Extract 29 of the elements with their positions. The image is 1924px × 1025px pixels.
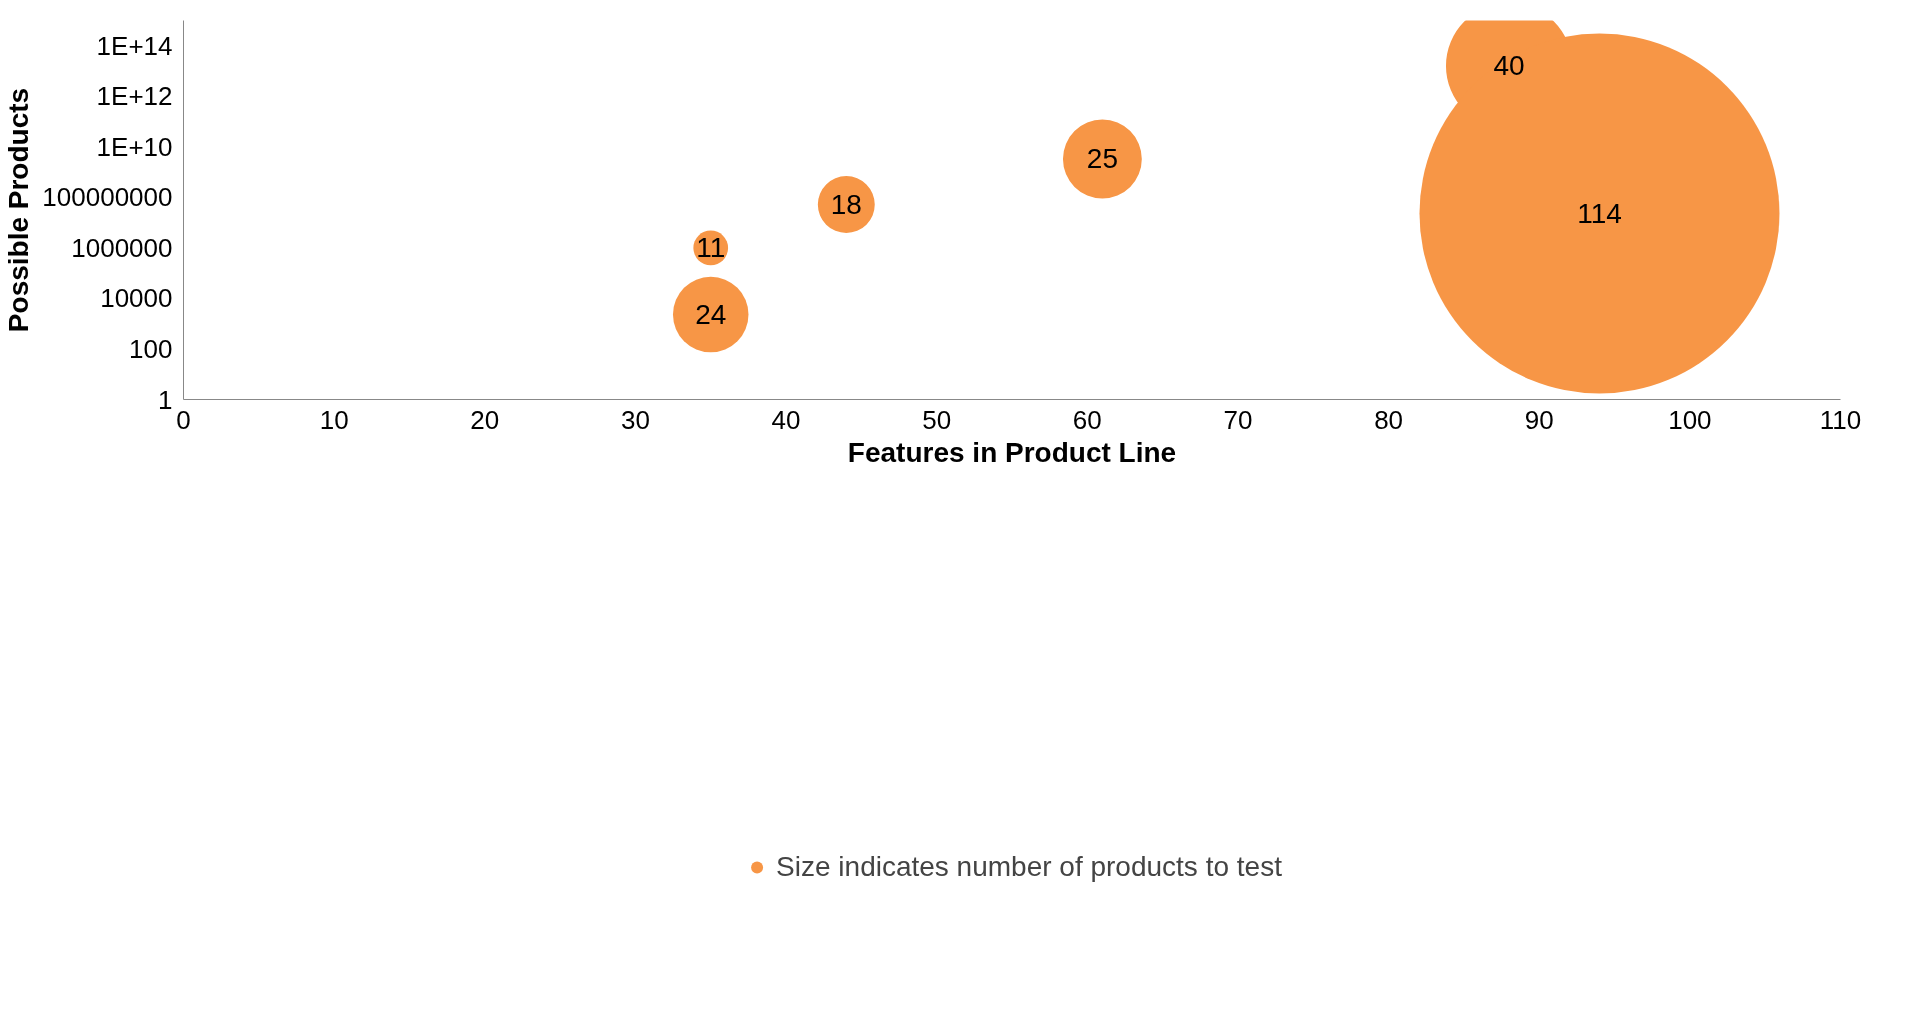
y-tick-label: 1 xyxy=(158,384,173,415)
y-tick-label: 1000000 xyxy=(71,232,173,263)
y-tick-label: 100 xyxy=(129,333,173,364)
y-tick-label: 1E+10 xyxy=(96,131,173,162)
y-tick-label: 10000 xyxy=(100,283,173,314)
x-tick-label: 50 xyxy=(922,404,952,435)
x-axis-title: Features in Product Line xyxy=(847,436,1177,468)
x-tick-label: 90 xyxy=(1524,404,1554,435)
x-tick-label: 40 xyxy=(771,404,801,435)
annotation: 18 xyxy=(830,189,862,221)
x-tick-label: 30 xyxy=(620,404,650,435)
y-tick-label: 100000000 xyxy=(42,182,173,213)
x-tick-label: 100 xyxy=(1668,404,1712,435)
annotation: 24 xyxy=(695,299,727,331)
x-tick-label: 80 xyxy=(1374,404,1404,435)
x-tick-label: 20 xyxy=(470,404,500,435)
x-tick-label: 10 xyxy=(319,404,349,435)
annotation: 114 xyxy=(1577,197,1622,229)
y-tick-label: 1E+14 xyxy=(96,30,173,61)
x-tick-label: 0 xyxy=(176,404,191,435)
annotation: 40 xyxy=(1493,50,1525,82)
y-axis-title: Possible Products xyxy=(3,87,35,333)
legend-label: Size indicates number of products to test xyxy=(776,851,1282,883)
annotation: 25 xyxy=(1086,143,1118,175)
annotation: 11 xyxy=(696,232,726,264)
x-tick-label: 70 xyxy=(1223,404,1253,435)
x-tick-label: 110 xyxy=(1819,404,1862,435)
x-tick-label: 60 xyxy=(1072,404,1102,435)
y-tick-label: 1E+12 xyxy=(96,81,173,112)
